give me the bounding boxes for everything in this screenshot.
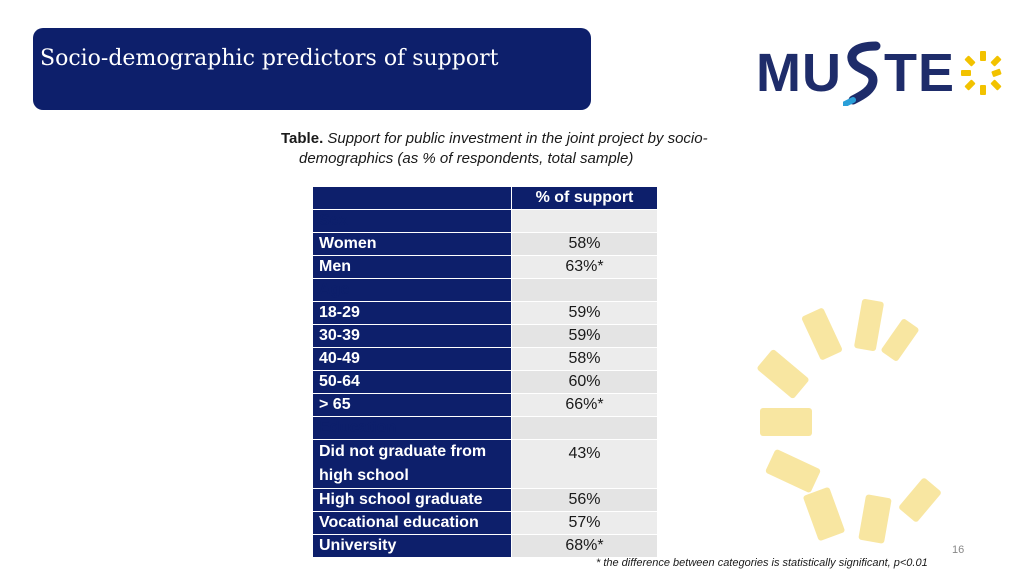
- row-label: University: [312, 534, 512, 558]
- support-table: % of support Sex Women 58% Men 63%* Age …: [312, 186, 658, 558]
- row-value: 59%: [511, 301, 658, 325]
- row-label: Vocational education: [312, 511, 512, 535]
- table-row: Sex: [312, 209, 658, 233]
- title-banner: Socio-demographic predictors of support: [33, 28, 591, 110]
- row-value: 43%: [511, 439, 658, 489]
- table-row: Vocational education 57%: [312, 511, 658, 535]
- row-label: Men: [312, 255, 512, 279]
- logo-sun-icon: [961, 51, 1002, 95]
- table-header-row: % of support: [312, 186, 658, 210]
- logo-s-swoosh-icon: [842, 41, 881, 106]
- significance-footnote: * the difference between categories is s…: [596, 557, 928, 569]
- row-value: 60%: [511, 370, 658, 394]
- table-row: > 65 66%*: [312, 393, 658, 417]
- table-row: Age: [312, 278, 658, 302]
- row-value: [511, 209, 658, 233]
- row-label: Did not graduate from high school: [312, 439, 512, 489]
- row-label: Sex: [312, 209, 512, 233]
- table-row: University 68%*: [312, 534, 658, 558]
- table-row: 50-64 60%: [312, 370, 658, 394]
- row-label: 18-29: [312, 301, 512, 325]
- table-row: Women 58%: [312, 232, 658, 256]
- sun-watermark-icon: [757, 298, 941, 544]
- logo-text-te: TE: [883, 43, 955, 103]
- table-caption: Table. Support for public investment in …: [281, 129, 771, 169]
- row-label: 30-39: [312, 324, 512, 348]
- table-row: 40-49 58%: [312, 347, 658, 371]
- row-label: Age: [312, 278, 512, 302]
- caption-text-line1: Support for public investment in the joi…: [323, 130, 708, 147]
- row-label: > 65: [312, 393, 512, 417]
- row-value: 57%: [511, 511, 658, 535]
- row-label: 50-64: [312, 370, 512, 394]
- row-value: [511, 278, 658, 302]
- table-row: 18-29 59%: [312, 301, 658, 325]
- row-label: Education: [312, 416, 512, 440]
- mustec-logo: MU TE: [756, 38, 1007, 108]
- page-number: 16: [952, 544, 965, 556]
- row-value: 59%: [511, 324, 658, 348]
- header-support-cell: % of support: [511, 186, 658, 210]
- row-value: 58%: [511, 347, 658, 371]
- row-value: 56%: [511, 488, 658, 512]
- caption-label: Table.: [281, 130, 324, 147]
- row-label: Women: [312, 232, 512, 256]
- row-value: 58%: [511, 232, 658, 256]
- table-row: Did not graduate from high school 43%: [312, 439, 658, 489]
- row-label: 40-49: [312, 347, 512, 371]
- row-value: 63%*: [511, 255, 658, 279]
- header-empty-cell: [312, 186, 512, 210]
- row-value: [511, 416, 658, 440]
- row-value: 66%*: [511, 393, 658, 417]
- table-row: Men 63%*: [312, 255, 658, 279]
- logo-text-mu: MU: [756, 43, 842, 103]
- table-row: Education: [312, 416, 658, 440]
- table-row: 30-39 59%: [312, 324, 658, 348]
- slide-title: Socio-demographic predictors of support: [40, 46, 499, 71]
- table-row: High school graduate 56%: [312, 488, 658, 512]
- caption-text-line2: demographics (as % of respondents, total…: [299, 150, 634, 167]
- row-value: 68%*: [511, 534, 658, 558]
- row-label: High school graduate: [312, 488, 512, 512]
